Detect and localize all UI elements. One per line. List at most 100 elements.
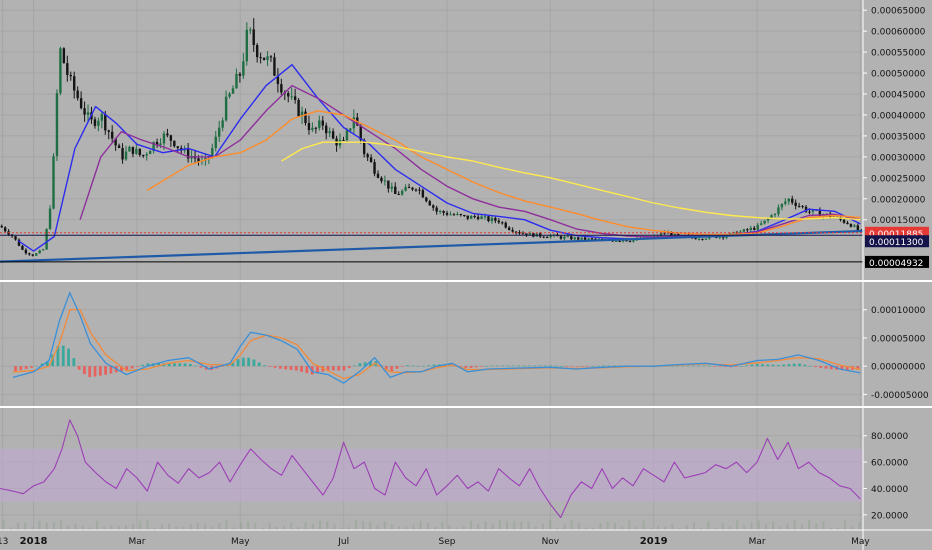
- price-axis-label: 20.0000: [871, 511, 908, 521]
- candle-body: [469, 216, 473, 219]
- macd-histogram-bar: [194, 365, 198, 367]
- volume-bar: [146, 520, 149, 530]
- volume-bar: [455, 527, 458, 530]
- candle-body: [14, 236, 17, 240]
- macd-histogram-bar: [533, 365, 537, 367]
- volume-bar: [369, 521, 372, 530]
- candle-body: [321, 120, 324, 126]
- candle-body: [632, 240, 635, 242]
- price-tag-label: 0.00011300: [869, 238, 924, 248]
- candle-body: [373, 162, 376, 174]
- volume-bar: [225, 520, 228, 530]
- candle-body: [746, 229, 749, 231]
- macd-histogram-bar: [824, 366, 828, 369]
- candle-body: [166, 133, 169, 136]
- volume-bar: [16, 522, 19, 530]
- candle-body: [694, 237, 697, 240]
- macd-histogram-bar: [188, 363, 192, 367]
- macd-panel: [12, 291, 861, 384]
- time-axis-label: Mar: [128, 537, 145, 547]
- candle-body: [842, 219, 846, 223]
- macd-histogram-bar: [406, 365, 409, 367]
- price-axis-label: 0.00005000: [871, 334, 926, 344]
- moving-average-line: [146, 110, 861, 236]
- macd-histogram-bar: [856, 366, 860, 370]
- volume-bar: [290, 522, 293, 530]
- candle-body: [3, 227, 7, 232]
- candle-body: [480, 216, 483, 219]
- macd-histogram-bar: [813, 366, 817, 368]
- rsi-panel: [0, 419, 861, 519]
- candle-body: [218, 127, 221, 137]
- candle-body: [811, 209, 815, 212]
- volume-bar: [239, 522, 242, 530]
- price-axis-label: 0.00060000: [871, 28, 926, 38]
- candle-body: [407, 187, 411, 189]
- candle-body: [818, 210, 822, 217]
- candle-body: [142, 155, 145, 157]
- volume-bar: [527, 521, 530, 530]
- volume-bar: [340, 527, 343, 530]
- candle-body: [621, 240, 625, 242]
- candle-body: [390, 186, 394, 189]
- macd-histogram-bar: [369, 361, 372, 367]
- volume-bar: [556, 527, 559, 530]
- macd-histogram-bar: [596, 365, 600, 367]
- volume-bar: [74, 523, 77, 530]
- macd-histogram-bar: [808, 365, 812, 367]
- macd-histogram-bar: [422, 365, 425, 367]
- macd-histogram-bar: [739, 365, 743, 367]
- candle-body: [501, 222, 504, 224]
- candle-body: [255, 44, 259, 58]
- volume-bar: [218, 522, 221, 530]
- candle-body: [753, 227, 756, 230]
- macd-histogram-bar: [464, 366, 468, 368]
- macd-histogram-bar: [14, 366, 17, 372]
- time-axis[interactable]: 13 2018 Mar May Jul Sep Nov 2019 Mar May: [0, 536, 870, 547]
- price-axis-label: 0.00035000: [871, 132, 926, 142]
- volume-bar: [160, 524, 163, 530]
- macd-histogram-bar: [787, 364, 791, 367]
- time-axis-label: 2019: [640, 536, 668, 547]
- candle-body: [93, 119, 97, 126]
- time-axis-label: May: [851, 537, 870, 547]
- macd-histogram-bar: [745, 365, 748, 367]
- volume-bar: [405, 526, 408, 530]
- volume-bar: [728, 526, 731, 530]
- candle-body: [366, 154, 369, 158]
- volume-bar: [635, 526, 638, 530]
- volume-bar: [448, 525, 451, 530]
- candle-body: [242, 61, 245, 76]
- volume-bar: [621, 526, 624, 530]
- candle-body: [238, 73, 242, 76]
- rsi-line: [0, 419, 861, 519]
- volume-bars: [2, 520, 861, 530]
- macd-histogram-bar: [305, 366, 309, 374]
- candle-body: [304, 111, 307, 124]
- macd-histogram-bar: [586, 366, 590, 367]
- candle-body: [162, 133, 166, 144]
- price-axis[interactable]: 0.00065000 0.00060000 0.00055000 0.00050000…: [863, 7, 929, 522]
- volume-bar: [398, 526, 401, 530]
- candle-body: [100, 113, 104, 121]
- candle-body: [128, 146, 131, 152]
- candle-body: [404, 187, 407, 191]
- candle-body: [345, 130, 349, 141]
- volume-bar: [2, 520, 5, 530]
- time-axis-label: May: [231, 537, 250, 547]
- candle-body: [66, 63, 69, 75]
- time-axis-label: Nov: [542, 537, 560, 547]
- candle-body: [559, 236, 563, 239]
- candle-body: [135, 148, 138, 154]
- candle-body: [618, 240, 621, 242]
- price-axis-label: 0.00050000: [871, 70, 926, 80]
- candle-body: [35, 253, 38, 256]
- macd-histogram-bar: [220, 366, 224, 367]
- candle-body: [369, 157, 373, 163]
- volume-bar: [412, 524, 415, 530]
- candle-body: [849, 224, 853, 227]
- candle-body: [155, 141, 159, 145]
- macd-histogram-bar: [517, 365, 521, 367]
- volume-bar: [585, 527, 588, 530]
